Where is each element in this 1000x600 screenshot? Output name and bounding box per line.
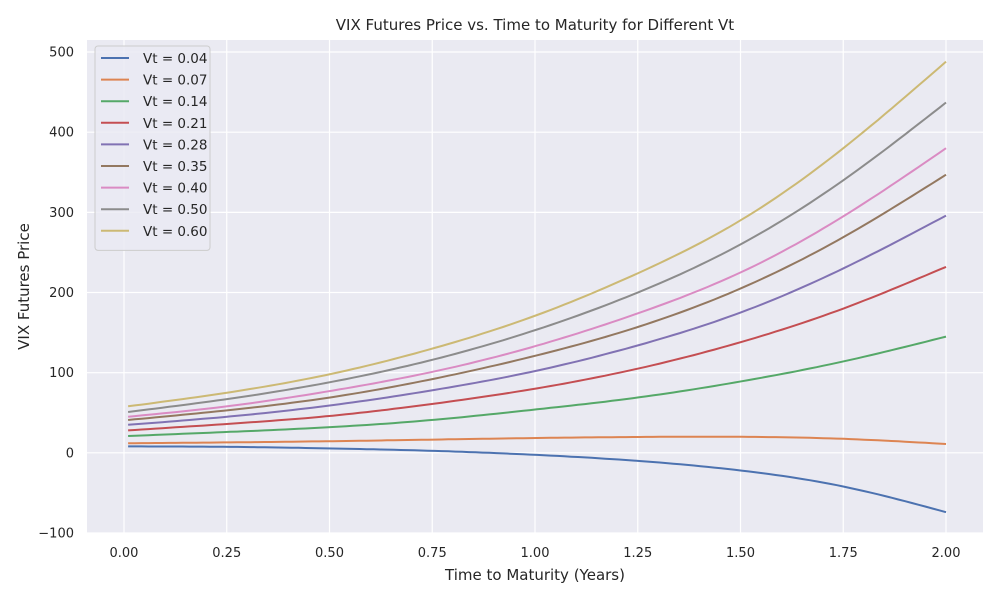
series-lines: [127, 60, 947, 514]
x-tick-label: 0.75: [418, 546, 447, 561]
y-tick-label: 100: [49, 366, 74, 381]
x-tick-label: 1.75: [829, 546, 858, 561]
series-line: [128, 445, 947, 514]
legend-entry: Vt = 0.14: [143, 94, 207, 110]
x-tick-label: 1.00: [521, 546, 550, 561]
legend-entry: Vt = 0.28: [143, 137, 207, 153]
legend-entry: Vt = 0.04: [143, 51, 207, 67]
x-tick-label: 0.25: [212, 546, 241, 561]
y-tick-label: 300: [49, 206, 74, 221]
x-tick-label: 0.00: [110, 546, 139, 561]
series-line: [128, 265, 947, 432]
series-line: [128, 435, 947, 445]
series-line: [127, 60, 947, 408]
legend-entry: Vt = 0.50: [143, 202, 207, 218]
x-tick-label: 1.50: [726, 546, 755, 561]
legend-box: [94, 45, 211, 251]
y-axis-ticks: −100 0 100 200 300 400 500: [38, 46, 74, 542]
legend-entry: Vt = 0.21: [143, 116, 207, 132]
series-line: [128, 335, 947, 437]
x-tick-label: 0.50: [315, 546, 344, 561]
x-tick-label: 2.00: [932, 546, 961, 561]
series-line: [128, 214, 947, 426]
series-line: [127, 147, 947, 418]
x-tick-label: 1.25: [623, 546, 652, 561]
y-tick-label: 0: [66, 446, 74, 461]
x-axis-label: Time to Maturity (Years): [444, 566, 625, 584]
chart-title: VIX Futures Price vs. Time to Maturity f…: [336, 16, 735, 34]
legend-entry: Vt = 0.40: [143, 181, 207, 197]
grid: [87, 40, 983, 534]
y-tick-label: −100: [38, 527, 74, 542]
legend-entry: Vt = 0.07: [143, 73, 207, 89]
y-tick-label: 200: [49, 286, 74, 301]
y-tick-label: 500: [49, 46, 74, 61]
y-tick-label: 400: [49, 126, 74, 141]
legend-entry: Vt = 0.35: [143, 159, 207, 175]
y-axis-label: VIX Futures Price: [15, 223, 33, 350]
series-line: [127, 173, 947, 421]
x-axis-ticks: 0.00 0.25 0.50 0.75 1.00 1.25 1.50 1.75 2.00: [110, 546, 961, 561]
legend: Vt = 0.04 Vt = 0.07 Vt = 0.14 Vt = 0.21 Vt =…: [94, 45, 211, 251]
series-line: [127, 101, 947, 413]
legend-entry: Vt = 0.60: [143, 224, 207, 240]
